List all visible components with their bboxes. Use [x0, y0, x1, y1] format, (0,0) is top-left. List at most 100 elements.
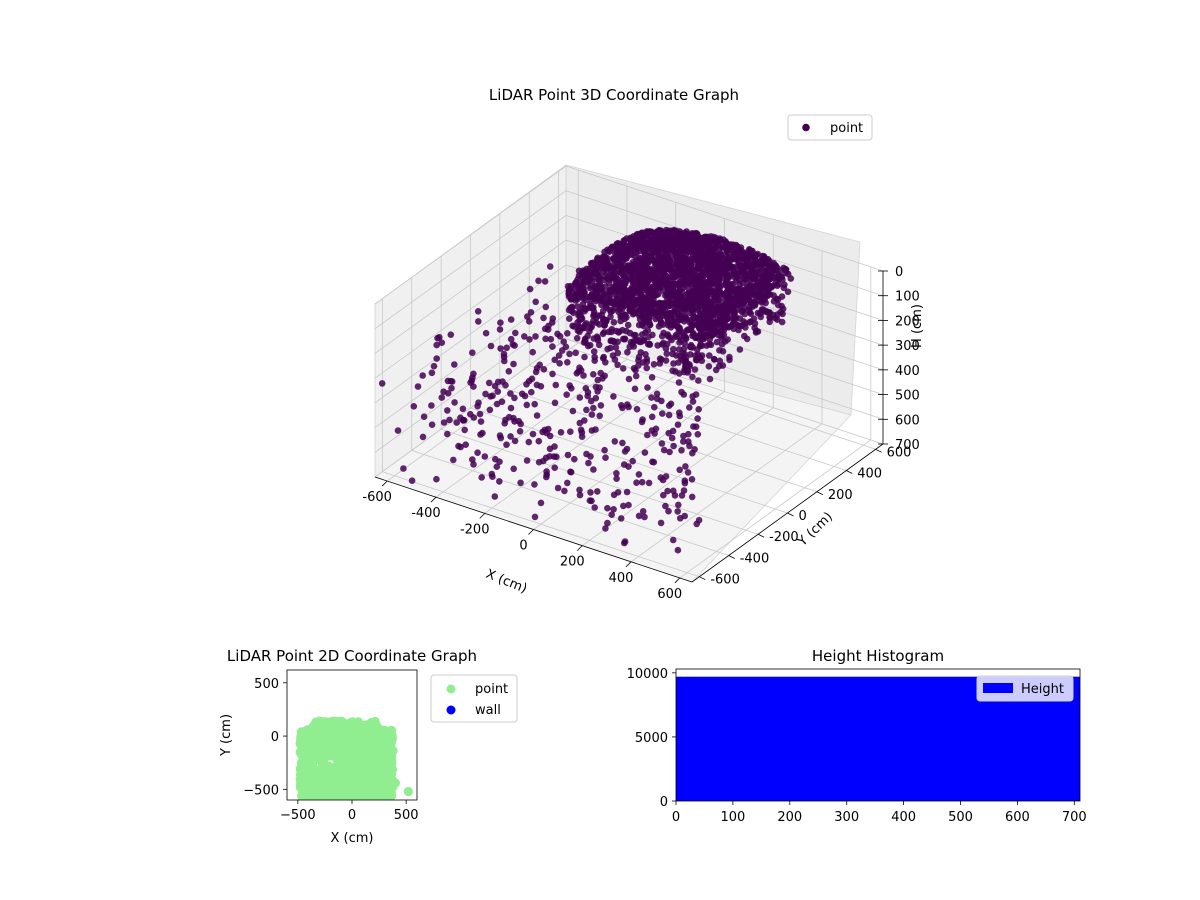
point-3d	[660, 446, 668, 454]
point-3d	[728, 246, 735, 254]
point-3d	[662, 502, 669, 510]
point-3d	[576, 316, 583, 324]
point-3d	[695, 406, 702, 413]
point-3d	[607, 313, 614, 321]
point-2d	[403, 786, 413, 797]
point-3d	[581, 353, 588, 361]
point-3d	[609, 352, 617, 359]
point-3d	[474, 308, 482, 315]
point-3d	[511, 437, 519, 445]
point-3d	[649, 304, 656, 311]
point-3d	[732, 285, 739, 293]
point-3d	[619, 404, 626, 412]
point-3d	[505, 368, 513, 375]
legend-2d: point wall	[430, 674, 518, 723]
point-3d	[731, 320, 739, 328]
point-3d	[419, 372, 427, 379]
point-3d	[597, 402, 605, 409]
point-3d	[747, 318, 754, 325]
point-3d	[638, 283, 645, 290]
grid-3d	[374, 165, 884, 579]
point-3d	[469, 456, 476, 463]
point-3d	[566, 315, 573, 323]
point-3d	[482, 329, 490, 337]
legend-3d-marker	[802, 123, 810, 132]
point-3d	[625, 262, 633, 270]
point-3d	[531, 400, 538, 408]
point-2d	[340, 748, 350, 758]
point-2d	[377, 742, 387, 753]
point-3d	[516, 428, 524, 435]
point-3d	[564, 451, 572, 459]
point-3d	[497, 345, 504, 352]
point-3d	[535, 437, 543, 445]
point-3d	[446, 416, 453, 424]
point-3d	[625, 375, 633, 383]
axis-3d-z-tick-label: 400	[895, 364, 920, 379]
point-3d	[614, 338, 621, 346]
point-3d	[608, 511, 615, 518]
point-3d	[512, 329, 519, 337]
point-2d	[304, 771, 314, 781]
point-3d	[529, 348, 536, 356]
point-3d	[712, 234, 720, 242]
point-3d	[653, 228, 661, 235]
point-3d	[572, 349, 579, 357]
grid-3d-line	[440, 428, 759, 535]
point-3d	[778, 293, 786, 300]
point-3d	[773, 274, 780, 282]
point-3d	[500, 353, 508, 361]
point-3d	[629, 243, 636, 251]
point-3d	[487, 342, 495, 350]
point-3d	[696, 333, 703, 340]
point-3d	[447, 331, 455, 339]
point-3d	[689, 449, 696, 457]
point-3d	[590, 466, 597, 473]
point-3d	[687, 351, 694, 358]
point-3d	[533, 412, 541, 419]
point-3d	[749, 284, 757, 291]
point-3d	[662, 292, 669, 299]
point-3d	[590, 404, 597, 412]
point-3d	[501, 420, 509, 427]
point-3d	[595, 341, 603, 349]
point-3d	[710, 355, 718, 363]
point-2d	[368, 767, 378, 777]
point-3d	[587, 283, 595, 290]
point-3d	[576, 491, 584, 499]
point-3d	[635, 353, 643, 361]
point-3d	[604, 345, 611, 353]
point-3d	[656, 355, 664, 363]
point-3d	[583, 406, 590, 414]
point-3d	[615, 328, 623, 335]
point-3d	[780, 284, 788, 292]
point-3d	[606, 287, 614, 295]
point-3d	[599, 316, 607, 324]
point-2d	[349, 766, 359, 777]
point-3d	[705, 363, 713, 370]
point-2d	[337, 761, 348, 771]
point-3d	[496, 326, 504, 333]
axis-3d-x-tick-label: -200	[460, 522, 490, 537]
point-3d	[675, 288, 683, 296]
point-3d	[440, 388, 447, 396]
point-3d	[482, 390, 489, 398]
point-3d	[693, 346, 701, 353]
point-3d	[610, 491, 618, 499]
point-3d	[681, 229, 688, 237]
point-3d	[738, 266, 745, 273]
point-3d	[537, 383, 545, 390]
point-3d	[444, 407, 451, 414]
point-3d	[428, 402, 435, 409]
point-3d	[633, 479, 640, 487]
axis-3d-x-tick	[381, 480, 388, 487]
point-3d	[626, 329, 634, 337]
point-3d	[511, 342, 518, 349]
point-3d	[689, 332, 696, 340]
point-3d	[675, 501, 682, 509]
point-3d	[720, 291, 727, 298]
point-3d	[537, 499, 545, 507]
point-3d	[494, 388, 502, 395]
point-3d	[686, 404, 693, 411]
point-3d	[453, 419, 461, 426]
